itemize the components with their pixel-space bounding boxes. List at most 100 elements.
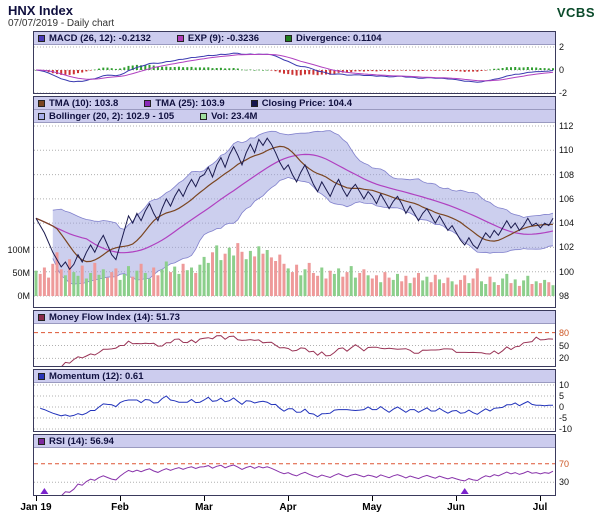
legend-item: Momentum (12): 0.61 (38, 370, 144, 382)
divergence-bar (203, 67, 206, 70)
divergence-bar (526, 67, 529, 70)
volume-bar (362, 269, 366, 296)
divergence-bar (316, 70, 319, 76)
divergence-bar (169, 67, 172, 70)
tma10-line (35, 145, 554, 263)
divergence-bar (249, 69, 252, 71)
volume-bar (244, 259, 248, 296)
divergence-bar (400, 70, 403, 71)
divergence-bar (211, 68, 214, 70)
legend-swatch-icon (285, 34, 293, 42)
y-axis-label: 80 (559, 327, 570, 338)
divergence-bar (472, 70, 475, 72)
divergence-bar (547, 68, 550, 70)
legend-swatch-icon (38, 112, 45, 120)
volume-bar (253, 256, 257, 296)
volume-bar (143, 273, 147, 296)
divergence-bar (278, 70, 281, 73)
y-axis-label: 112 (559, 121, 574, 131)
legend-item: Bollinger (20, 2): 102.9 - 105 (38, 110, 174, 122)
divergence-bar (182, 67, 185, 70)
volume-bar (534, 281, 538, 296)
volume-bar (59, 269, 63, 296)
divergence-bar (304, 70, 306, 75)
price-plot (34, 125, 555, 297)
volume-bar (215, 245, 219, 296)
divergence-bar (358, 70, 361, 72)
volume-bar (55, 252, 59, 296)
volume-bar (173, 266, 177, 296)
volume-bar (505, 273, 509, 296)
momentum-legend: Momentum (12): 0.61 (34, 370, 555, 383)
divergence-bar (476, 70, 479, 72)
divergence-bar (501, 68, 504, 70)
y-axis-label: 106 (559, 193, 575, 204)
divergence-bar (350, 70, 353, 73)
rsi-legend: RSI (14): 56.94 (34, 435, 555, 448)
volume-bar (446, 277, 450, 296)
volume-bar (127, 266, 130, 296)
x-axis-tick (372, 496, 373, 501)
divergence-bar (140, 65, 143, 70)
divergence-bar (274, 70, 277, 72)
y-axis-label: -2 (559, 88, 568, 98)
volume-bar (269, 257, 273, 296)
volume-bar (349, 266, 353, 296)
volume-bar (110, 272, 114, 296)
volume-bar (509, 283, 513, 296)
volume-bar (320, 267, 324, 296)
brand-vcbs: VCBS (556, 5, 595, 20)
divergence-bar (333, 70, 336, 74)
volume-bar (454, 284, 458, 296)
rsi-panel: RSI (14): 56.94 (33, 434, 556, 496)
legend-swatch-icon (250, 99, 258, 107)
legend-swatch-icon (176, 34, 184, 42)
legend-item: Closing Price: 104.4 (250, 97, 352, 109)
legend-swatch-icon (38, 34, 45, 42)
y-axis-label: 5 (559, 391, 565, 401)
divergence-bar (190, 66, 193, 70)
volume-bar (278, 254, 282, 296)
volume-bar (156, 275, 160, 296)
legend-text: MACD (26, 12): -0.2132 (49, 32, 151, 44)
volume-bar (358, 273, 362, 296)
volume-bar (484, 284, 488, 296)
legend-swatch-icon (38, 99, 45, 107)
volume-bar (42, 267, 46, 296)
divergence-bar (308, 70, 311, 75)
volume-bar (341, 276, 345, 296)
divergence-bar (522, 67, 525, 70)
macd-legend: MACD (26, 12): -0.2132 EXP (9): -0.3236 Di… (34, 32, 555, 45)
legend-text: TMA (25): 103.9 (155, 97, 225, 109)
divergence-bar (484, 70, 487, 71)
y-axis-label: 70 (559, 458, 570, 469)
divergence-bar (102, 67, 105, 70)
volume-bar (97, 274, 101, 296)
volume-bar (353, 277, 357, 296)
divergence-bar (455, 70, 458, 72)
volume-bar (412, 277, 416, 296)
momentum-line (40, 395, 553, 418)
volume-bar (34, 270, 38, 296)
volume-bar (206, 262, 210, 296)
volume-bar (530, 284, 534, 296)
x-axis-tick (204, 496, 205, 501)
rsi-plot (34, 463, 555, 495)
volume-bar (526, 275, 530, 296)
volume-bar (517, 285, 521, 296)
divergence-bar (388, 70, 391, 72)
volume-bar (391, 279, 395, 296)
divergence-bar (186, 67, 189, 70)
volume-bar (211, 252, 214, 296)
volume-bar (118, 279, 122, 296)
y-axis-label: 2 (559, 42, 565, 52)
legend-text: TMA (10): 103.8 (49, 97, 119, 109)
y-axis-label: 30 (559, 477, 570, 488)
volume-bar (496, 285, 500, 296)
volume-bar (387, 277, 391, 296)
price-panel: TMA (10): 103.8 TMA (25): 103.9 Closing Pr… (33, 96, 556, 308)
divergence-bar (367, 70, 370, 72)
volume-bar (488, 276, 492, 296)
volume-bar (190, 267, 193, 296)
